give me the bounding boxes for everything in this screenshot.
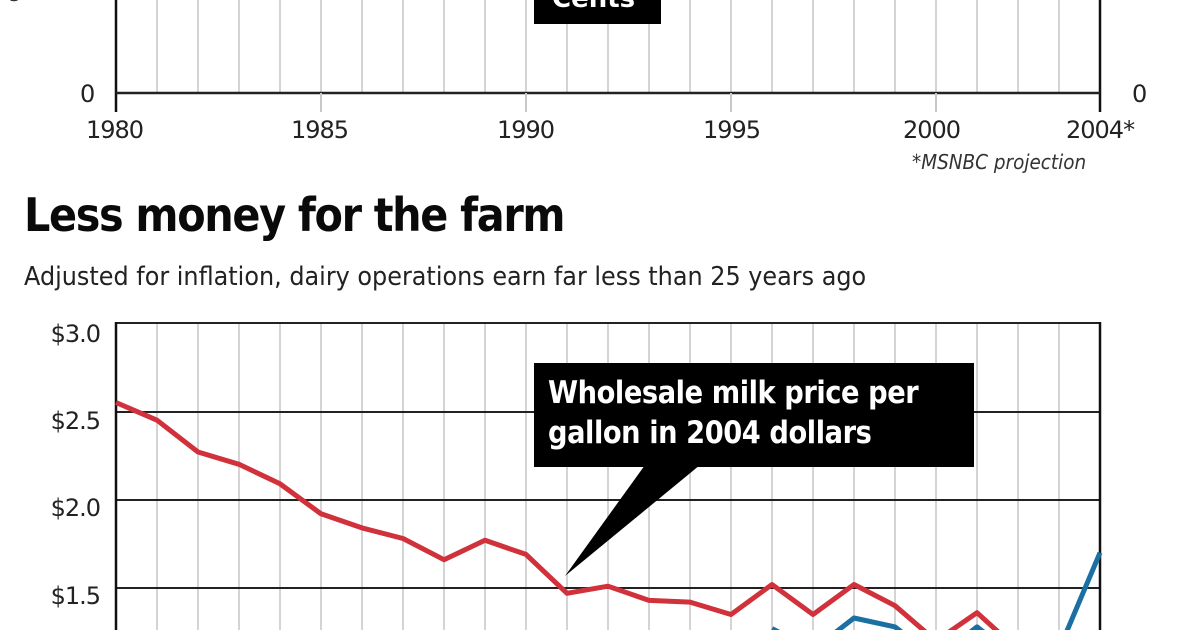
callout-pointer <box>565 465 700 576</box>
x-tick-1980: 1980 <box>86 116 144 144</box>
callout-line-2: gallon in 2004 dollars <box>548 415 872 451</box>
top-chart-left-zero: 0 <box>80 80 95 108</box>
footnote: *MSNBC projection <box>912 150 1087 174</box>
top-chart-y-label-cropped: o <box>6 0 22 8</box>
series-callout-box: Wholesale milk price per gallon in 2004 … <box>534 363 974 467</box>
top-callout-box: Cents <box>534 0 661 24</box>
wholesale-milk-price-line <box>115 400 1000 630</box>
x-tick-1995: 1995 <box>703 116 761 144</box>
y-tick-2-5: $2.5 <box>50 407 101 435</box>
bottom-chart-vertical-gridlines <box>156 323 1060 630</box>
y-tick-1-5: $1.5 <box>50 582 101 610</box>
top-chart-right-zero: 0 <box>1132 80 1147 108</box>
y-tick-3-0: $3.0 <box>50 320 101 348</box>
chart-title: Less money for the farm <box>24 188 566 242</box>
y-tick-2-0: $2.0 <box>50 494 101 522</box>
x-tick-2004: 2004* <box>1066 116 1135 144</box>
x-tick-1985: 1985 <box>291 116 349 144</box>
top-callout-text: Cents <box>552 0 635 14</box>
x-tick-1990: 1990 <box>497 116 555 144</box>
x-tick-2000: 2000 <box>903 116 961 144</box>
callout-line-1: Wholesale milk price per <box>548 375 919 411</box>
chart-subtitle: Adjusted for inflation, dairy operations… <box>24 262 867 292</box>
